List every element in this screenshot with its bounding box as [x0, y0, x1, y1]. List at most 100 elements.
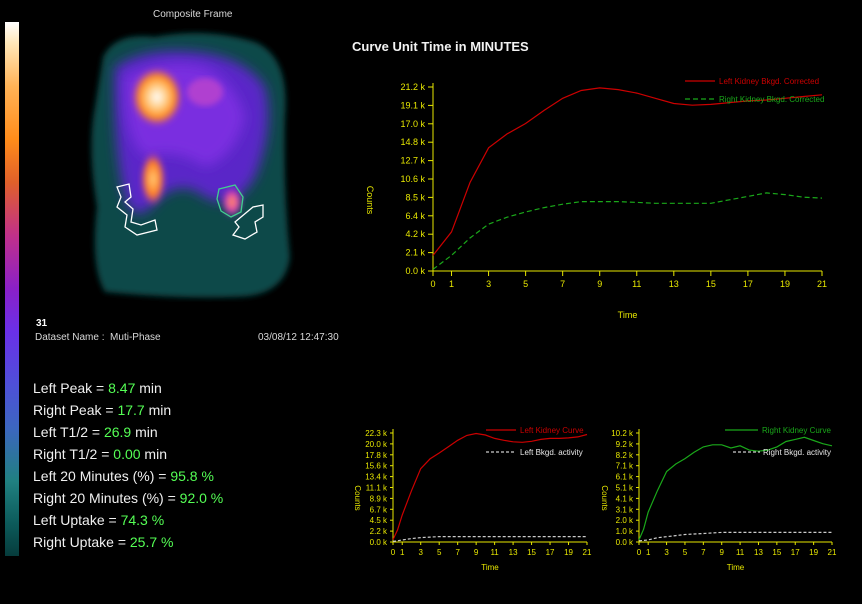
y-tick-label: 0.0 k: [405, 266, 425, 276]
y-tick-label: 6.7 k: [370, 505, 388, 514]
stat-left-20min: Left 20 Minutes (%) = 95.8 %: [33, 468, 214, 484]
y-tick-label: 5.1 k: [616, 484, 634, 493]
dataset-label-text: Dataset Name :: [35, 332, 105, 343]
x-tick-label: 11: [736, 548, 745, 557]
x-axis-label: Time: [727, 563, 745, 572]
y-tick-label: 20.0 k: [365, 440, 388, 449]
series-line-0: [432, 87, 823, 256]
x-tick-label: 0: [637, 548, 642, 557]
x-tick-label: 0: [430, 279, 435, 289]
y-tick-label: 1.0 k: [616, 527, 634, 536]
legend-label: Right Kidney Bkgd. Corrected: [719, 95, 824, 104]
y-tick-label: 8.5 k: [405, 192, 425, 202]
y-tick-label: 6.4 k: [405, 211, 425, 221]
y-tick-label: 2.2 k: [370, 527, 388, 536]
x-tick-label: 7: [560, 279, 565, 289]
stat-right-uptake: Right Uptake = 25.7 %: [33, 534, 173, 550]
legend-label: Left Kidney Curve: [520, 426, 584, 435]
y-tick-label: 15.6 k: [365, 462, 388, 471]
stat-label: Left Peak =: [33, 380, 109, 396]
x-tick-label: 13: [754, 548, 763, 557]
x-tick-label: 3: [486, 279, 491, 289]
y-tick-label: 17.8 k: [365, 451, 388, 460]
legend-label: Right Bkgd. activity: [763, 448, 831, 457]
y-tick-label: 22.3 k: [365, 429, 388, 438]
y-tick-label: 4.1 k: [616, 494, 634, 503]
x-tick-label: 1: [449, 279, 454, 289]
stat-unit: min: [140, 446, 167, 462]
x-tick-label: 1: [646, 548, 651, 557]
x-axis-label: Time: [481, 563, 499, 572]
y-axis-label: Counts: [600, 485, 609, 510]
series-line-0: [638, 436, 833, 541]
composite-frame-title: Composite Frame: [153, 9, 233, 20]
x-tick-label: 7: [455, 548, 460, 557]
color-scale-bar: [5, 22, 19, 556]
x-axis-label: Time: [618, 310, 638, 320]
y-tick-label: 17.0 k: [400, 119, 425, 129]
stat-value: 25.7: [129, 534, 158, 550]
x-tick-label: 17: [743, 279, 753, 289]
stat-label: Right Uptake =: [33, 534, 130, 550]
y-tick-label: 0.0 k: [370, 538, 388, 547]
y-tick-label: 8.2 k: [616, 451, 634, 460]
stat-value: 74.3: [120, 512, 148, 528]
stat-right-peak: Right Peak = 17.7 min: [33, 402, 171, 418]
x-tick-label: 17: [791, 548, 800, 557]
x-tick-label: 5: [523, 279, 528, 289]
stat-unit: min: [131, 424, 158, 440]
x-tick-label: 13: [669, 279, 679, 289]
y-tick-label: 10.2 k: [611, 429, 634, 438]
x-tick-label: 15: [772, 548, 781, 557]
y-tick-label: 4.2 k: [405, 229, 425, 239]
curve-title: Curve Unit Time in MINUTES: [352, 39, 529, 54]
legend-label: Left Bkgd. activity: [520, 448, 583, 457]
x-tick-label: 3: [418, 548, 423, 557]
y-tick-label: 7.1 k: [616, 462, 634, 471]
stat-label: Left Uptake =: [33, 512, 121, 528]
y-tick-label: 2.0 k: [616, 516, 634, 525]
stat-label: Right T1/2 =: [33, 446, 114, 462]
y-tick-label: 13.4 k: [365, 473, 388, 482]
x-tick-label: 21: [828, 548, 837, 557]
y-tick-label: 3.1 k: [616, 505, 634, 514]
x-tick-label: 15: [527, 548, 536, 557]
stat-label: Right Peak =: [33, 402, 118, 418]
x-tick-label: 9: [719, 548, 724, 557]
stat-value: 26.9: [103, 424, 132, 440]
stat-value: 92.0: [179, 490, 207, 506]
x-tick-label: 19: [809, 548, 818, 557]
stat-label: Left 20 Minutes (%) =: [33, 468, 171, 484]
x-tick-label: 0: [391, 548, 396, 557]
x-tick-label: 19: [564, 548, 573, 557]
x-tick-label: 1: [400, 548, 405, 557]
stat-value: 95.8: [170, 468, 198, 484]
y-tick-label: 10.6 k: [400, 174, 425, 184]
x-tick-label: 7: [701, 548, 706, 557]
x-tick-label: 17: [546, 548, 555, 557]
legend-label: Left Kidney Bkgd. Corrected: [719, 77, 819, 86]
x-tick-label: 21: [583, 548, 592, 557]
y-tick-label: 11.1 k: [366, 484, 388, 493]
stat-unit: %: [197, 468, 214, 484]
y-tick-label: 14.8 k: [400, 137, 425, 147]
x-tick-label: 19: [780, 279, 790, 289]
stat-right-20min: Right 20 Minutes (%) = 92.0 %: [33, 490, 223, 506]
stat-value: 8.47: [108, 380, 136, 396]
renal-scan-image: [91, 33, 290, 298]
series-line-1: [432, 192, 823, 270]
x-tick-label: 5: [683, 548, 688, 557]
y-tick-label: 0.0 k: [616, 538, 634, 547]
x-tick-label: 9: [597, 279, 602, 289]
stat-value: 17.7: [117, 402, 145, 418]
series-line-0: [392, 432, 588, 540]
x-tick-label: 21: [817, 279, 827, 289]
dataset-name: Muti-Phase: [110, 332, 161, 343]
dataset-label: Dataset Name : Muti-Phase: [35, 332, 161, 343]
y-axis-label: Counts: [365, 186, 375, 215]
stat-label: Right 20 Minutes (%) =: [33, 490, 180, 506]
x-tick-label: 15: [706, 279, 716, 289]
y-tick-label: 6.1 k: [616, 473, 634, 482]
x-tick-label: 11: [632, 279, 641, 289]
x-tick-label: 9: [474, 548, 479, 557]
